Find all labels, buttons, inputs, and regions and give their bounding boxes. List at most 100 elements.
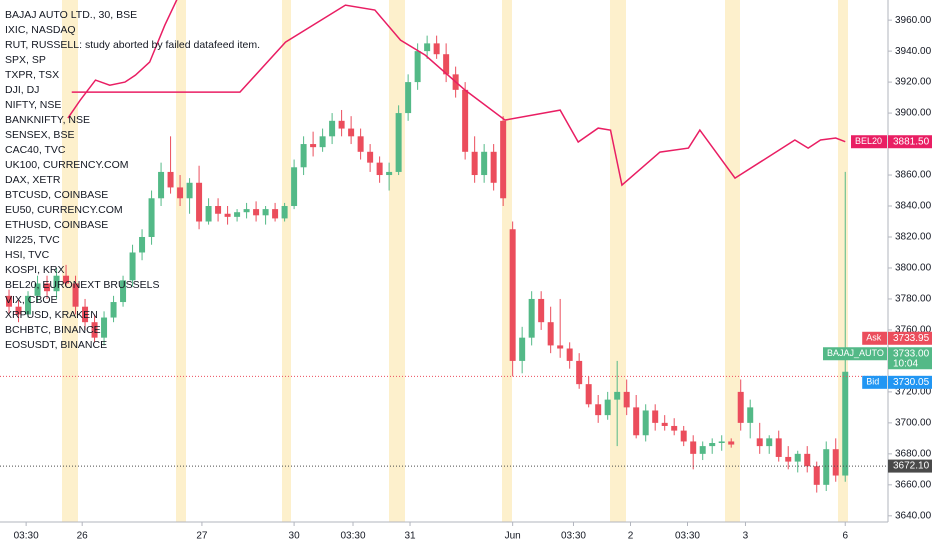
candle-body bbox=[424, 43, 431, 52]
candle-body bbox=[272, 209, 279, 219]
candle-body bbox=[576, 360, 583, 385]
session-band bbox=[389, 0, 405, 522]
x-tick-label: 26 bbox=[77, 531, 89, 542]
candle-body bbox=[557, 345, 564, 349]
candle-body bbox=[101, 317, 108, 338]
legend: BAJAJ AUTO LTD., 30, BSE IXIC, NASDAQ RUT… bbox=[5, 9, 260, 351]
y-tick-label: 3780.00 bbox=[895, 294, 932, 305]
candle-body bbox=[367, 151, 374, 163]
candle-body bbox=[842, 371, 849, 476]
candle-body bbox=[528, 298, 535, 338]
session-band bbox=[176, 0, 186, 522]
candle-body bbox=[433, 43, 440, 55]
candle-body bbox=[690, 441, 697, 454]
candle-body bbox=[234, 212, 241, 217]
candle-body bbox=[519, 337, 526, 361]
y-tick-label: 3860.00 bbox=[895, 170, 932, 181]
candle-body bbox=[186, 182, 193, 199]
candle-body bbox=[53, 275, 60, 292]
x-tick-label: 27 bbox=[196, 531, 208, 542]
candle-body bbox=[500, 120, 507, 199]
price-value: 3730.05 bbox=[893, 377, 930, 388]
candle-body bbox=[148, 198, 155, 237]
candle-body bbox=[177, 187, 184, 199]
y-tick-label: 3960.00 bbox=[895, 15, 932, 26]
legend-item: BTCUSD, COINBASE bbox=[5, 189, 108, 201]
candle-body bbox=[747, 407, 754, 423]
candle-body bbox=[91, 322, 98, 338]
y-tick-label: 3760.00 bbox=[895, 325, 932, 336]
candle-body bbox=[538, 298, 545, 323]
y-tick-label: 3920.00 bbox=[895, 77, 932, 88]
candle-body bbox=[158, 171, 165, 199]
candle-body bbox=[709, 443, 716, 447]
candle-body bbox=[319, 136, 326, 148]
x-tick-label: 2 bbox=[628, 531, 634, 542]
candle-body bbox=[338, 120, 345, 129]
price-box bbox=[888, 459, 932, 473]
candle-body bbox=[196, 182, 203, 222]
name-box bbox=[862, 331, 887, 345]
x-tick-label: 03:30 bbox=[340, 531, 365, 542]
candle-body bbox=[766, 438, 773, 447]
candle-body bbox=[509, 229, 516, 361]
chart-title: BAJAJ AUTO LTD., 30, BSE bbox=[5, 9, 137, 21]
candle-body bbox=[281, 206, 288, 219]
candle-body bbox=[395, 113, 402, 172]
candle-body bbox=[44, 283, 51, 292]
y-tick-label: 3680.00 bbox=[895, 448, 932, 459]
x-tick-label: 03:30 bbox=[561, 531, 586, 542]
candle-body bbox=[405, 82, 412, 114]
session-band bbox=[725, 0, 740, 522]
candle-body bbox=[718, 441, 725, 444]
session-band bbox=[62, 0, 78, 522]
legend-item: NIFTY, NSE bbox=[5, 99, 61, 111]
x-tick-label: 3 bbox=[743, 531, 749, 542]
session-bands bbox=[62, 0, 848, 522]
legend-item: HSI, TVC bbox=[5, 249, 50, 261]
legend-item: IXIC, NASDAQ bbox=[5, 24, 76, 36]
legend-item: RUT, RUSSELL: study aborted by failed da… bbox=[5, 39, 260, 51]
candle-body bbox=[243, 209, 250, 213]
legend-item: EU50, CURRENCY.COM bbox=[5, 204, 123, 216]
candle-body bbox=[595, 404, 602, 416]
candle-body bbox=[414, 51, 421, 83]
legend-item: DJI, DJ bbox=[5, 84, 39, 96]
candle-body bbox=[215, 206, 222, 214]
x-tick-label: 30 bbox=[289, 531, 301, 542]
candle-body bbox=[205, 206, 212, 222]
name-box bbox=[823, 347, 887, 361]
session-band bbox=[282, 0, 291, 522]
candle-body bbox=[110, 302, 117, 318]
price-value: 3733.00 bbox=[893, 348, 930, 359]
candle-body bbox=[443, 54, 450, 75]
candle-body bbox=[785, 456, 792, 462]
plot bbox=[0, 0, 888, 493]
legend-item: ETHUSD, COINBASE bbox=[5, 219, 108, 231]
y-tick-label: 3800.00 bbox=[895, 263, 932, 274]
axes: 3640.003660.003680.003700.003720.003740.… bbox=[14, 15, 932, 542]
price-name: Ask bbox=[866, 333, 882, 343]
x-tick-label: 03:30 bbox=[14, 531, 39, 542]
price-box bbox=[888, 347, 932, 370]
candle-body bbox=[224, 213, 231, 217]
candle-body bbox=[291, 167, 298, 207]
candle-body bbox=[832, 449, 839, 476]
x-tick-label: 31 bbox=[404, 531, 416, 542]
candle-body bbox=[566, 348, 573, 361]
price-name: BAJAJ_AUTO bbox=[827, 348, 884, 358]
candle-body bbox=[6, 295, 13, 307]
candle-body bbox=[376, 162, 383, 176]
y-tick-label: 3640.00 bbox=[895, 510, 932, 521]
candle-body bbox=[490, 151, 497, 183]
candle-body bbox=[310, 144, 317, 148]
session-band bbox=[502, 0, 512, 522]
candle-body bbox=[585, 384, 592, 405]
x-tick-label: 6 bbox=[842, 531, 848, 542]
price-box bbox=[888, 135, 932, 149]
candle-body bbox=[348, 128, 355, 137]
candle-body bbox=[253, 209, 260, 216]
